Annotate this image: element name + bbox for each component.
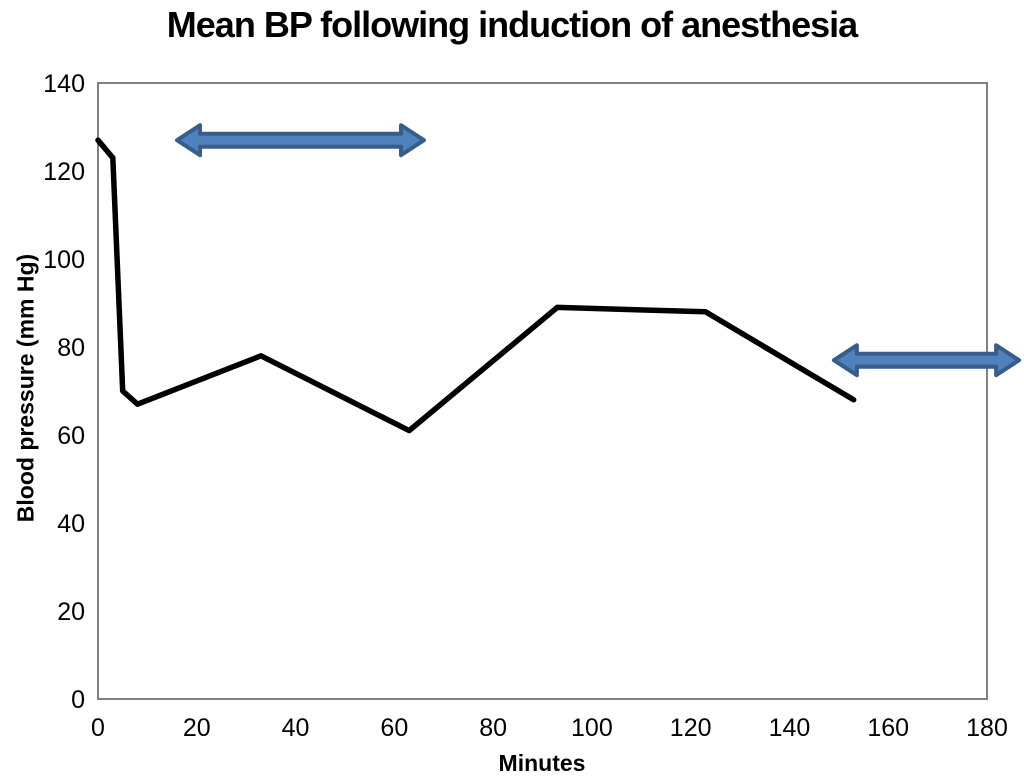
arrow-annotation-1	[175, 123, 426, 158]
y-tick-label: 40	[57, 510, 85, 538]
x-tick-label: 0	[91, 714, 105, 742]
arrow-annotation-2	[831, 343, 1022, 378]
y-tick-label: 140	[43, 70, 85, 98]
x-tick-label: 180	[966, 714, 1008, 742]
chart-title: Mean BP following induction of anesthesi…	[166, 4, 858, 45]
y-tick-label: 100	[43, 246, 85, 274]
x-tick-label: 20	[183, 714, 211, 742]
x-tick-label: 140	[769, 714, 811, 742]
x-tick-label: 120	[670, 714, 712, 742]
bp-line-series	[95, 137, 857, 434]
y-tick-label: 60	[57, 422, 85, 450]
y-tick-label: 0	[71, 686, 85, 714]
x-tick-label: 80	[479, 714, 507, 742]
y-tick-label: 120	[43, 158, 85, 186]
y-tick-label: 80	[57, 334, 85, 362]
x-tick-label: 40	[282, 714, 310, 742]
x-tick-label: 60	[380, 714, 408, 742]
y-tick-label: 20	[57, 598, 85, 626]
x-tick-label: 100	[571, 714, 613, 742]
x-tick-label: 160	[867, 714, 909, 742]
x-axis-title: Minutes	[498, 750, 586, 776]
plot-border	[97, 82, 988, 700]
